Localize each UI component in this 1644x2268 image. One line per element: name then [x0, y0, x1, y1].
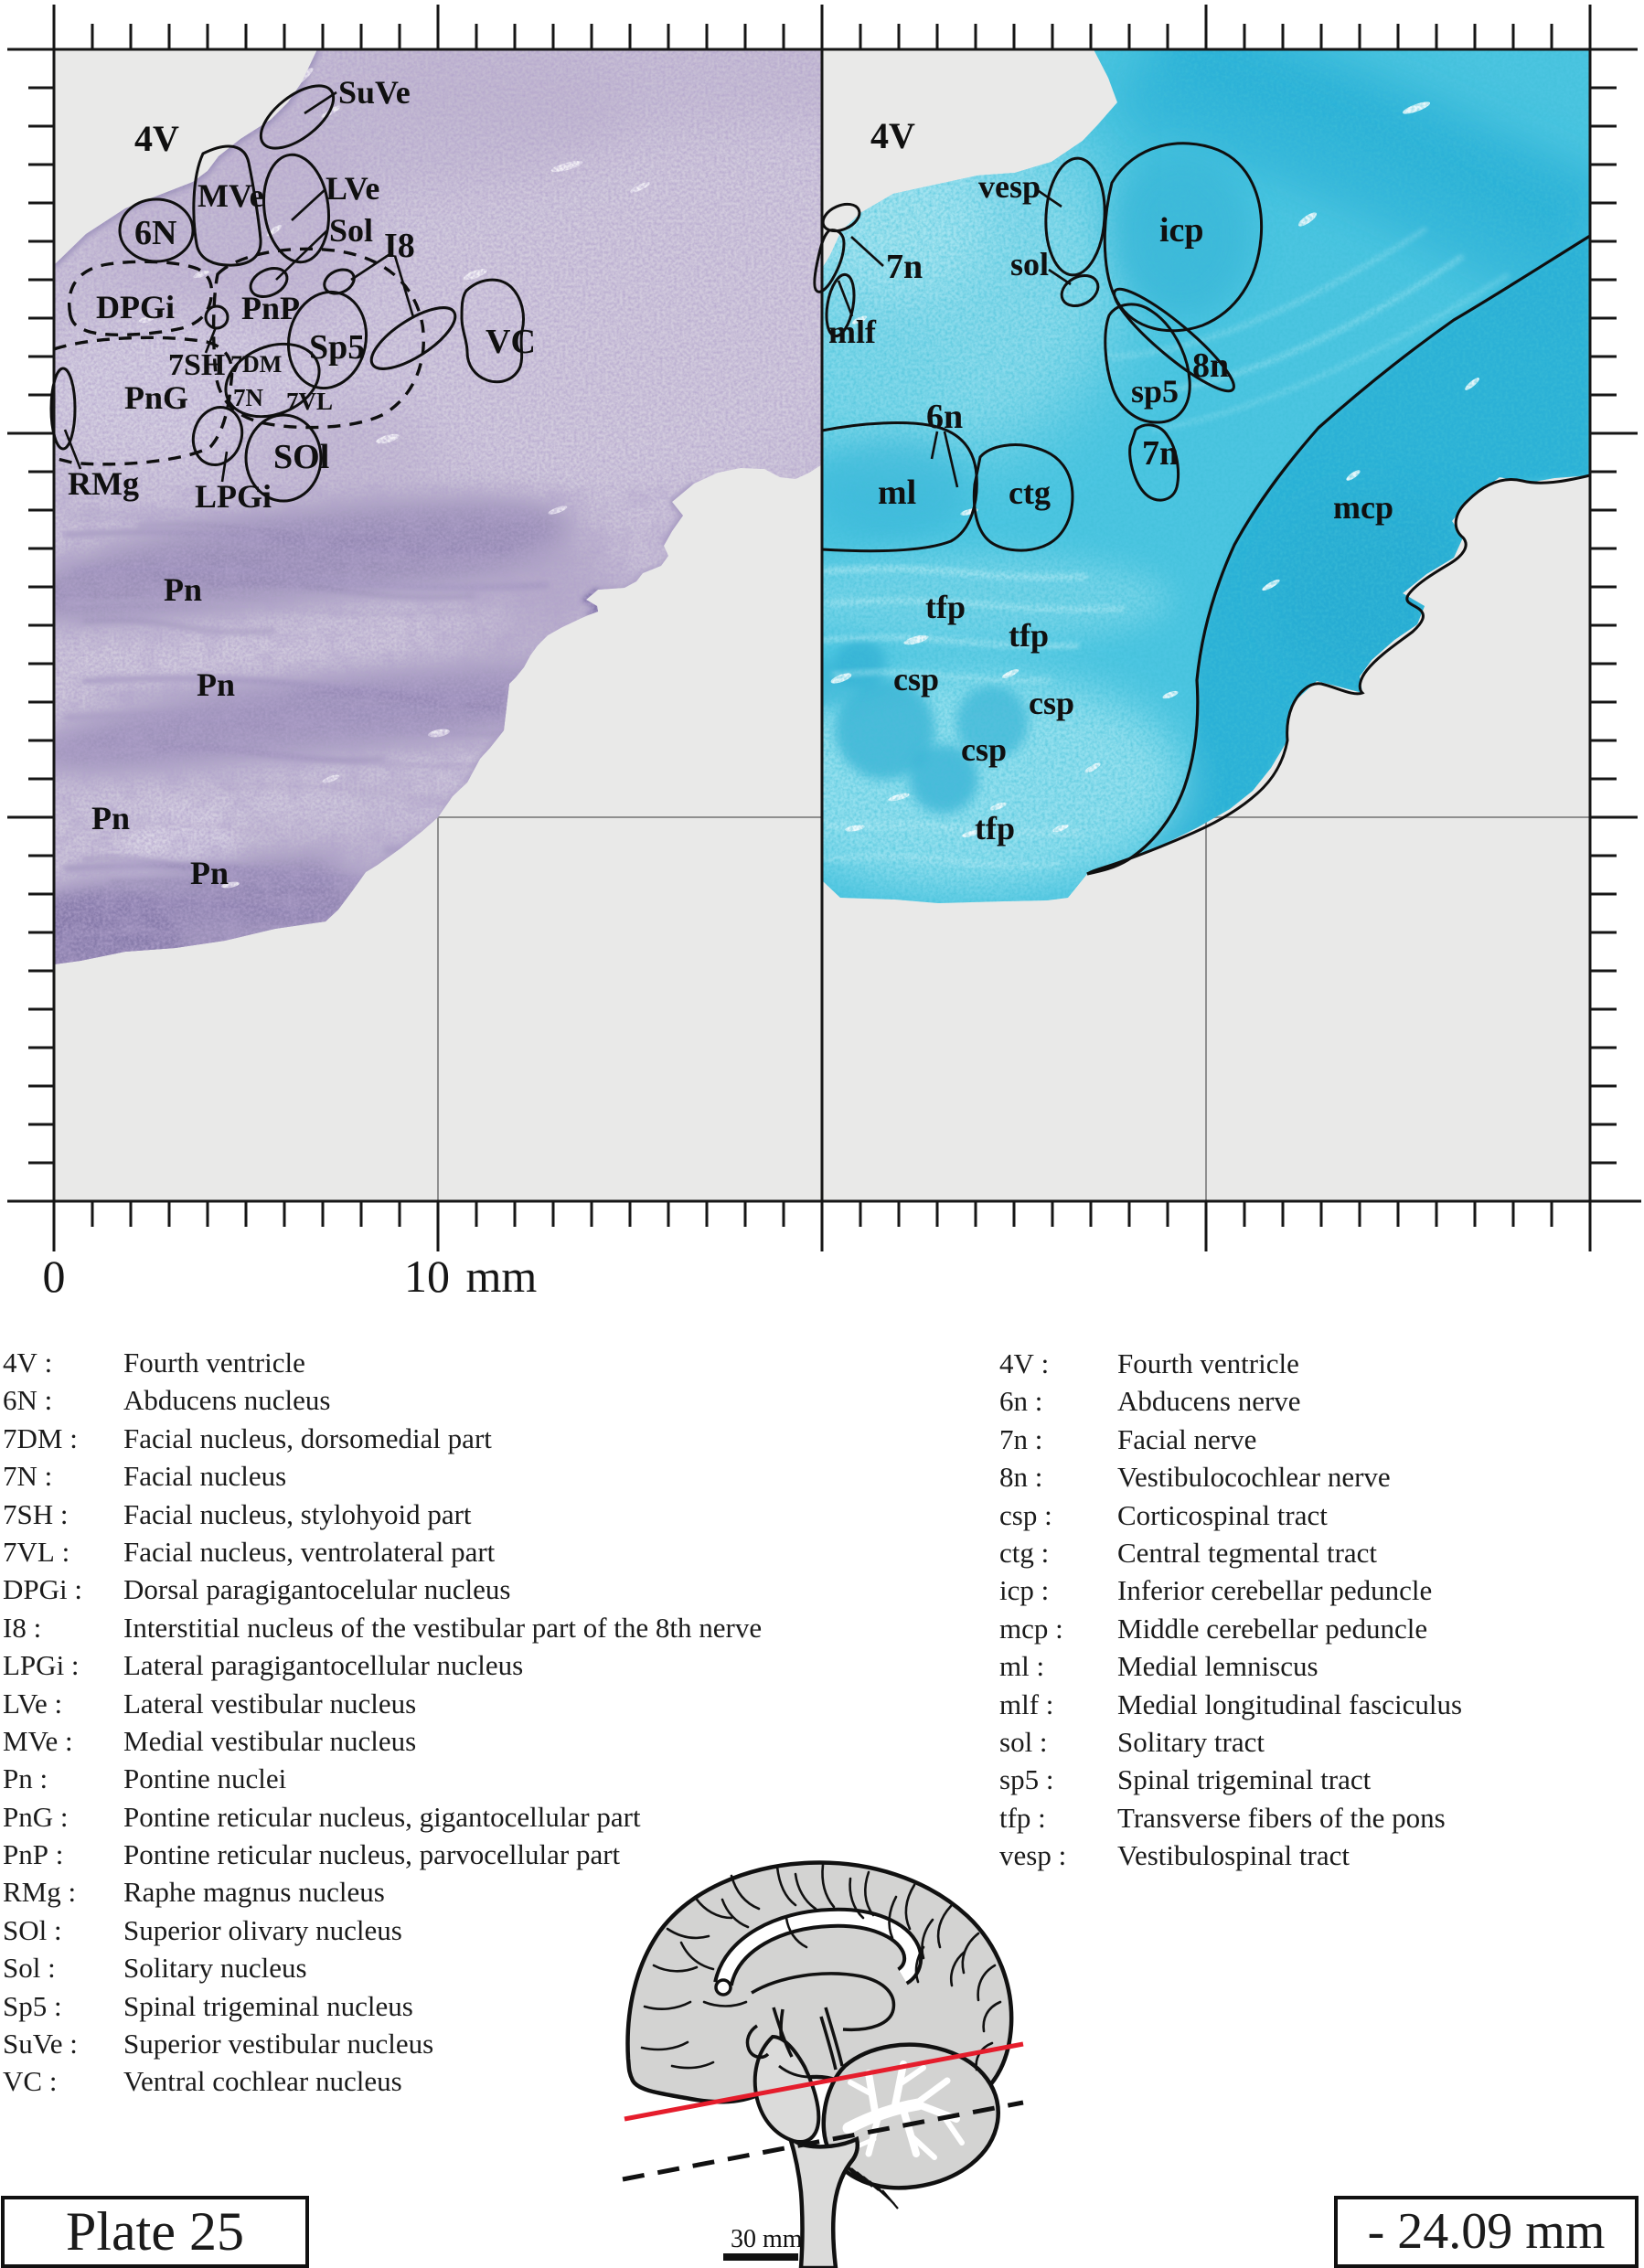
svg-text:csp: csp — [961, 731, 1007, 768]
svg-text:PnG: PnG — [124, 379, 188, 416]
svg-text:6N: 6N — [134, 214, 176, 252]
svg-text:4V: 4V — [134, 118, 179, 159]
svg-text:mcp: mcp — [1333, 489, 1393, 526]
svg-text:7VL: 7VL — [286, 388, 333, 415]
svg-text:Pn: Pn — [164, 571, 202, 608]
svg-text:icp: icp — [1159, 211, 1204, 250]
svg-text:mm: mm — [454, 1251, 537, 1302]
svg-text:SuVe: SuVe — [338, 74, 411, 111]
svg-text:ctg: ctg — [1009, 474, 1051, 511]
svg-text:10: 10 — [404, 1251, 450, 1302]
svg-text:7n: 7n — [1142, 434, 1179, 473]
svg-text:mlf: mlf — [828, 314, 877, 350]
svg-text:Sol: Sol — [329, 212, 373, 249]
svg-text:sp5: sp5 — [1131, 373, 1179, 410]
svg-text:PnP: PnP — [241, 290, 300, 326]
svg-text:Pn: Pn — [197, 666, 235, 703]
svg-text:7n: 7n — [886, 248, 923, 286]
svg-text:6n: 6n — [926, 398, 963, 436]
svg-text:LVe: LVe — [326, 170, 379, 207]
svg-text:tfp: tfp — [1009, 617, 1049, 654]
svg-text:ml: ml — [878, 474, 916, 512]
svg-text:LPGi: LPGi — [195, 478, 272, 515]
svg-text:7DM: 7DM — [230, 351, 282, 378]
svg-text:7SH: 7SH — [168, 348, 225, 382]
svg-text:tfp: tfp — [975, 810, 1015, 847]
svg-text:0: 0 — [43, 1251, 66, 1302]
svg-text:8n: 8n — [1192, 346, 1229, 385]
svg-text:30 mm: 30 mm — [731, 2225, 803, 2253]
svg-text:RMg: RMg — [68, 465, 139, 502]
svg-text:Sp5: Sp5 — [309, 328, 365, 367]
svg-text:csp: csp — [1029, 685, 1074, 721]
svg-text:4V: 4V — [870, 115, 915, 156]
svg-text:VC: VC — [486, 323, 536, 361]
svg-text:DPGi: DPGi — [96, 289, 175, 325]
svg-text:SOl: SOl — [273, 438, 329, 476]
svg-text:MVe: MVe — [197, 177, 264, 214]
svg-text:tfp: tfp — [925, 589, 966, 625]
svg-text:7N: 7N — [233, 384, 264, 411]
svg-text:Pn: Pn — [190, 855, 229, 891]
svg-text:I8: I8 — [384, 227, 415, 265]
svg-text:Pn: Pn — [91, 800, 130, 836]
svg-text:vesp: vesp — [978, 168, 1041, 205]
svg-text:sol: sol — [1010, 246, 1049, 282]
svg-text:csp: csp — [893, 661, 939, 697]
